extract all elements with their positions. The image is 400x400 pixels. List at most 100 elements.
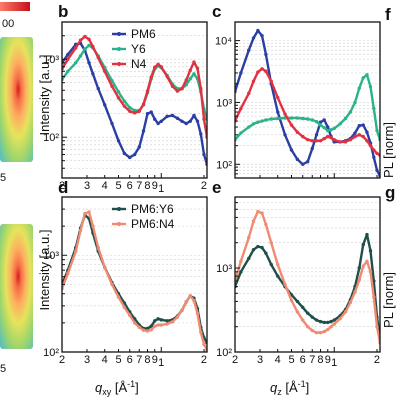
data-point [66,52,70,57]
legend-marker [117,222,121,226]
data-point [332,126,336,131]
pl-ylabel-top: PL [norm] [381,122,396,178]
data-point [365,73,369,77]
data-point [188,119,192,123]
data-point [276,95,280,100]
x-tick-label: 2 [201,354,207,366]
data-point [326,134,330,139]
xlabel-qz-sub: z [277,387,282,397]
data-point [301,305,305,310]
data-point [301,162,305,166]
data-point [338,140,342,144]
data-point [156,62,160,67]
data-point [188,294,192,298]
left-fragments: 00 5 5 [0,2,33,375]
data-point [91,72,95,76]
series-PM6-N4 [235,209,380,345]
data-point [365,139,369,143]
data-point [78,228,83,233]
data-point [110,282,114,287]
data-point [276,274,280,278]
data-point [353,131,357,135]
panel-letter-f: f [385,5,391,24]
grid-c [235,22,380,178]
data-point [192,298,196,303]
data-point [361,76,365,80]
data-point [199,132,203,136]
data-point [269,262,273,267]
data-point [170,320,175,324]
data-point [149,75,153,79]
data-point [361,264,365,268]
grid-d [62,197,207,352]
series-Y6 [235,73,380,142]
data-point [326,128,330,133]
data-point [264,118,268,122]
data-point [305,325,310,329]
data-point [188,68,192,73]
data-point [305,137,310,142]
data-point [264,69,268,73]
data-point [269,117,273,121]
data-point [116,295,121,299]
data-point [116,90,121,94]
xlabel-qz-unit: [Å [282,380,298,395]
xlabel-qxy-exp: -1 [127,379,135,389]
data-point [251,122,256,126]
data-point [132,152,137,157]
data-point [153,324,157,328]
data-point [305,160,310,164]
data-point [66,69,70,73]
data-point [247,125,251,129]
data-point [96,86,100,91]
data-point [283,133,287,137]
data-point [122,305,127,309]
data-point [295,157,300,162]
data-point [326,327,330,332]
x-tick-label: 8 [317,354,323,366]
plot-frame-d [61,196,208,353]
legend-label: N4 [131,57,147,71]
x-tick-label: 9 [152,354,158,366]
series-N4 [235,67,380,157]
data-point [375,168,379,172]
data-point [322,126,326,130]
x-tick-label: 6 [127,354,133,366]
data-point [180,119,184,123]
data-point [353,290,357,294]
data-point [289,123,294,127]
data-point [365,259,369,264]
data-point [149,324,153,328]
data-point [103,265,107,270]
data-point [295,130,300,134]
panel-c: c 10² 10³ 10⁴ [212,2,381,179]
data-point [251,219,256,223]
data-point [202,342,206,347]
data-point [165,319,169,323]
ylabel-bottom: Intensity [a.u.] [37,230,52,311]
data-point [247,235,251,240]
data-point [368,249,373,253]
data-point [353,134,357,139]
data-point [322,136,326,141]
data-point [184,78,188,82]
data-point [357,266,361,270]
data-point [175,89,180,93]
data-point [96,245,100,250]
data-point [329,319,333,324]
data-point [375,151,379,156]
data-point [332,318,336,322]
data-point [338,316,342,321]
legend-marker [117,32,121,36]
data-point [110,84,114,88]
data-point [365,130,369,134]
data-point [199,86,203,91]
data-point [295,299,300,304]
data-point [310,139,314,143]
data-point [159,318,163,322]
data-point [301,318,305,322]
xlabel-qxy-sub: xy [102,387,112,397]
data-point [357,278,361,282]
data-point [239,270,243,274]
data-point [128,155,132,160]
